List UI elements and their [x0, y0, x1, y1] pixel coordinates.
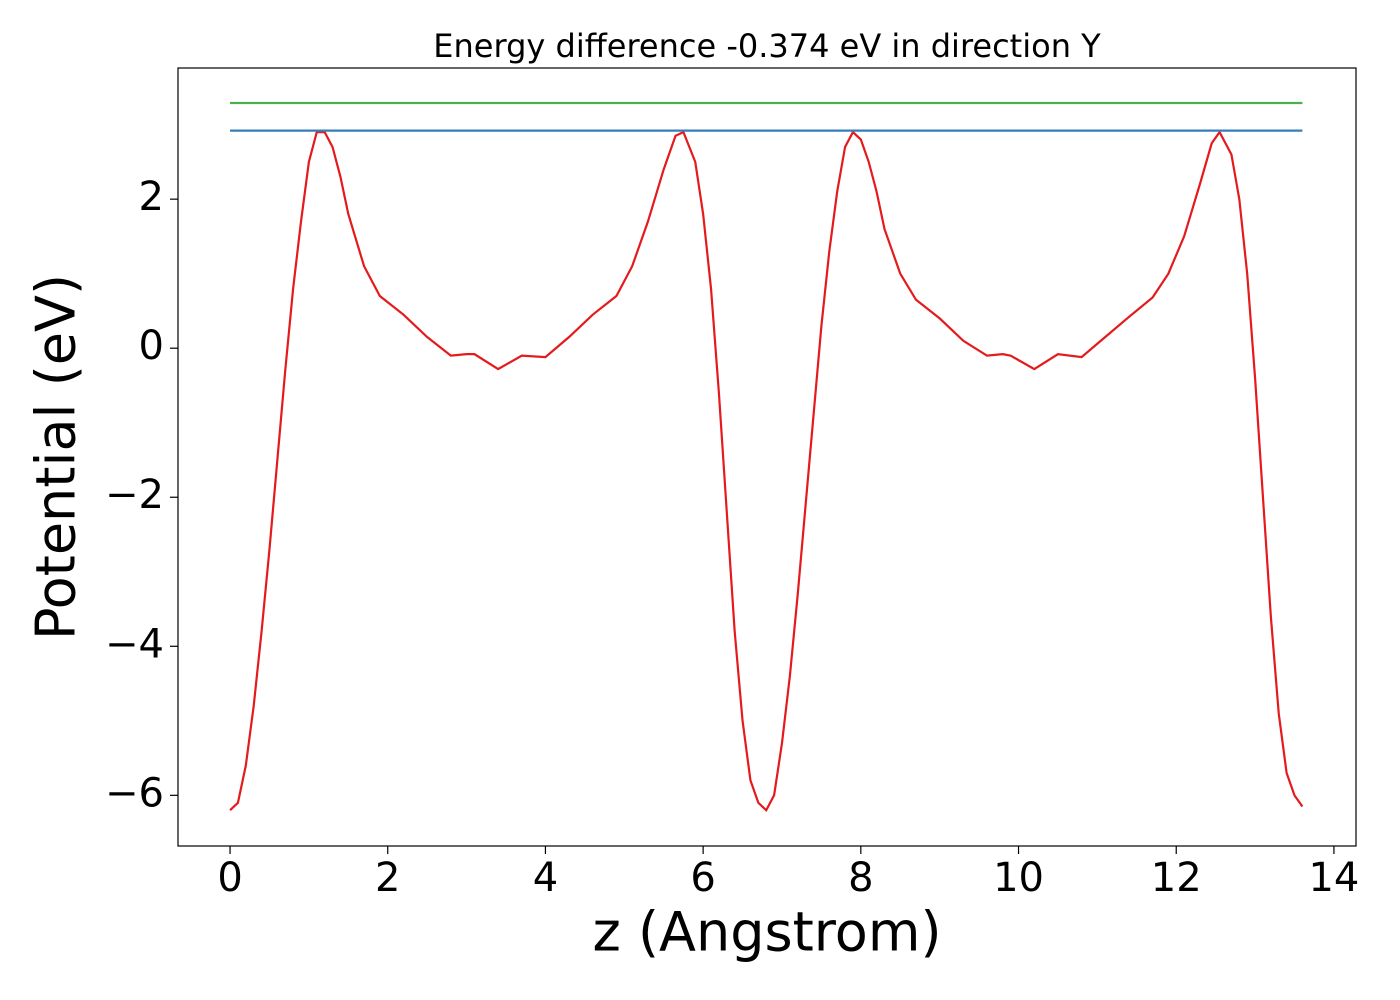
y-tick-label: −4	[105, 621, 164, 667]
y-tick-label: 0	[139, 323, 164, 369]
plot-frame	[177, 67, 1357, 847]
x-tick-label: 14	[1308, 855, 1359, 901]
y-tick-label: 2	[139, 174, 164, 220]
x-axis-label: z (Angstrom)	[592, 901, 941, 964]
y-tick-label: −6	[105, 770, 164, 816]
series-line	[229, 129, 1304, 813]
x-tick-label: 4	[533, 855, 558, 901]
x-tick-label: 12	[1151, 855, 1202, 901]
x-tick-label: 8	[848, 855, 873, 901]
y-tick-label: −2	[105, 472, 164, 518]
x-tick-label: 10	[993, 855, 1044, 901]
y-axis-label: Potential (eV)	[25, 274, 88, 640]
x-tick-label: 6	[690, 855, 715, 901]
x-tick-label: 0	[217, 855, 242, 901]
x-tick-label: 2	[375, 855, 400, 901]
chart-title: Energy difference -0.374 eV in direction…	[433, 27, 1101, 65]
